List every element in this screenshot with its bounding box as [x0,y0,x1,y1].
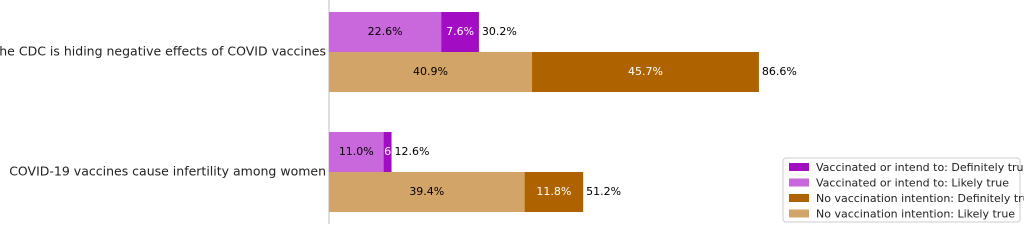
segment-label: 11.0% [339,145,374,158]
legend-swatch [789,194,809,202]
bar-segment [329,132,384,172]
segment-label: 1.6% [374,145,402,158]
total-label: 12.6% [395,145,430,158]
legend-label: No vaccination intention: Likely true [816,208,1015,221]
chart: The CDC is hiding negative effects of CO… [0,0,1024,224]
bar-segment [441,12,479,52]
legend-label: Vaccinated or intend to: Likely true [816,177,1009,190]
segment-label: 40.9% [413,65,448,78]
legend-swatch [789,163,809,171]
bar-segment [329,12,442,52]
total-label: 51.2% [586,185,621,198]
bar-segment [329,172,525,212]
segment-label: 11.8% [536,185,571,198]
category-label: The CDC is hiding negative effects of CO… [0,44,326,59]
legend-label: Vaccinated or intend to: Definitely true [816,161,1024,174]
legend-swatch [789,209,809,218]
legend-box [782,157,1021,223]
bar-segment [383,132,392,172]
segment-label: 45.7% [628,65,663,78]
legend-label: No vaccination intention: Definitely tru… [816,192,1024,205]
segment-label: 39.4% [409,185,444,198]
bar-segment [524,172,584,212]
total-label: 86.6% [762,65,797,78]
segment-label: 7.6% [446,25,474,38]
bar-segment [532,52,759,92]
segment-label: 22.6% [368,25,403,38]
bar-segment [329,52,533,92]
legend-swatch [789,178,809,187]
category-label: COVID-19 vaccines cause infertility amon… [9,164,326,179]
total-label: 30.2% [482,25,517,38]
